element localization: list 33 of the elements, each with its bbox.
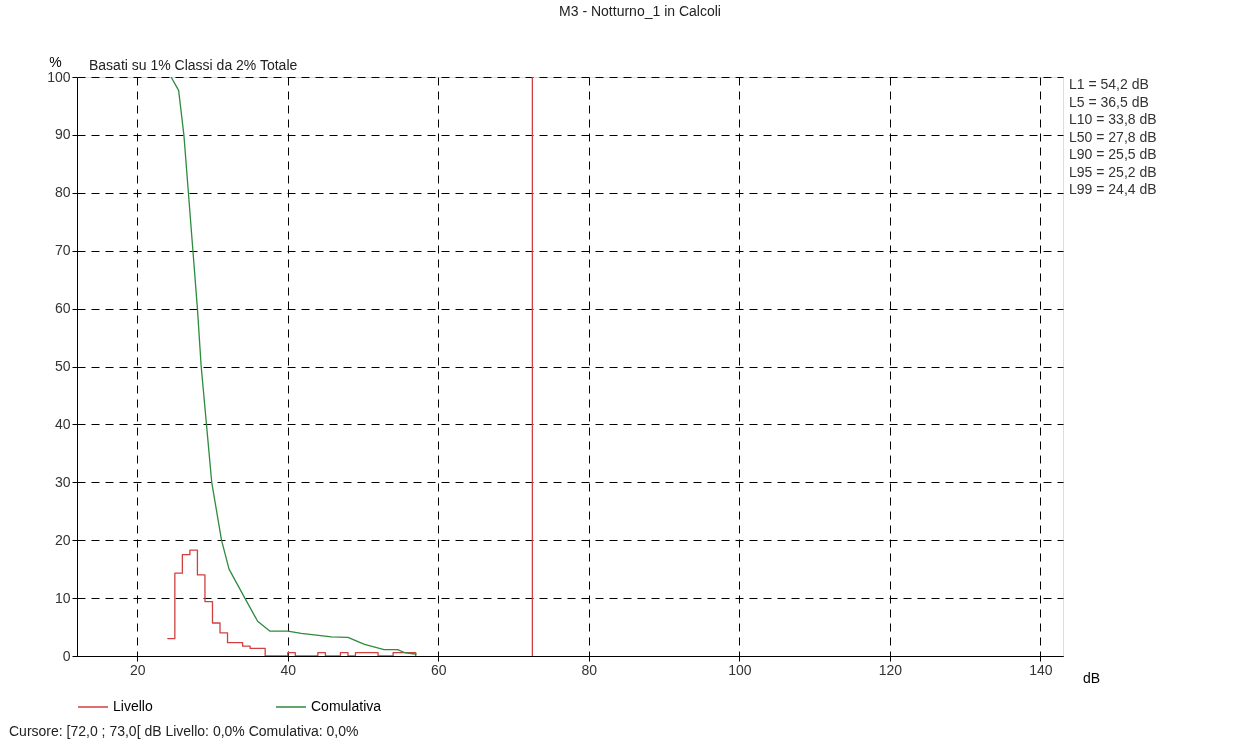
chart-title: M3 - Notturno_1 in Calcoli bbox=[559, 3, 721, 19]
text: L10 = 33,8 dB bbox=[1069, 111, 1157, 127]
x-tick-label: 80 bbox=[581, 661, 598, 678]
y-tick-label: 100 bbox=[47, 68, 71, 85]
y-tick-label: 80 bbox=[54, 184, 71, 201]
text: L95 = 25,2 dB bbox=[1069, 163, 1157, 180]
y-tick-label: 60 bbox=[54, 300, 71, 317]
chart-subtitle: Basati su 1% Classi da 2% Totale bbox=[89, 57, 298, 73]
y-tick-label: 0 bbox=[62, 647, 71, 664]
text: L50 = 27,8 dB bbox=[1069, 128, 1157, 145]
x-tick-label: 20 bbox=[129, 661, 146, 678]
x-axis-title: dB bbox=[1082, 669, 1101, 686]
x-tick-label: 140 bbox=[1029, 661, 1053, 678]
x-tick-label: 100 bbox=[728, 661, 752, 678]
text: L99 = 24,4 dB bbox=[1069, 181, 1157, 197]
x-tick-label: 60 bbox=[430, 661, 447, 678]
x-tick-label: 40 bbox=[280, 661, 297, 678]
y-tick-label: 30 bbox=[54, 473, 71, 490]
x-tick-label: 120 bbox=[878, 661, 903, 678]
text: L1 = 54,2 dB bbox=[1069, 76, 1149, 92]
y-tick-label: 50 bbox=[54, 358, 71, 374]
y-tick-label: 70 bbox=[54, 242, 71, 259]
y-axis-title: % bbox=[49, 53, 62, 70]
y-tick-label: 10 bbox=[54, 589, 71, 606]
text: L90 = 25,5 dB bbox=[1069, 146, 1157, 162]
line-series bbox=[170, 77, 418, 655]
legend-label: Livello bbox=[113, 698, 153, 714]
y-tick-label: 20 bbox=[54, 531, 71, 548]
text: L5 = 36,5 dB bbox=[1069, 93, 1149, 110]
text: Cursore: [72,0 ; 73,0[ dB Livello: 0,0% Comulativa: 0,0% bbox=[9, 723, 359, 739]
y-tick-label: 40 bbox=[54, 415, 71, 432]
y-tick-label: 90 bbox=[54, 126, 71, 143]
legend-label: Comulativa bbox=[311, 698, 382, 714]
